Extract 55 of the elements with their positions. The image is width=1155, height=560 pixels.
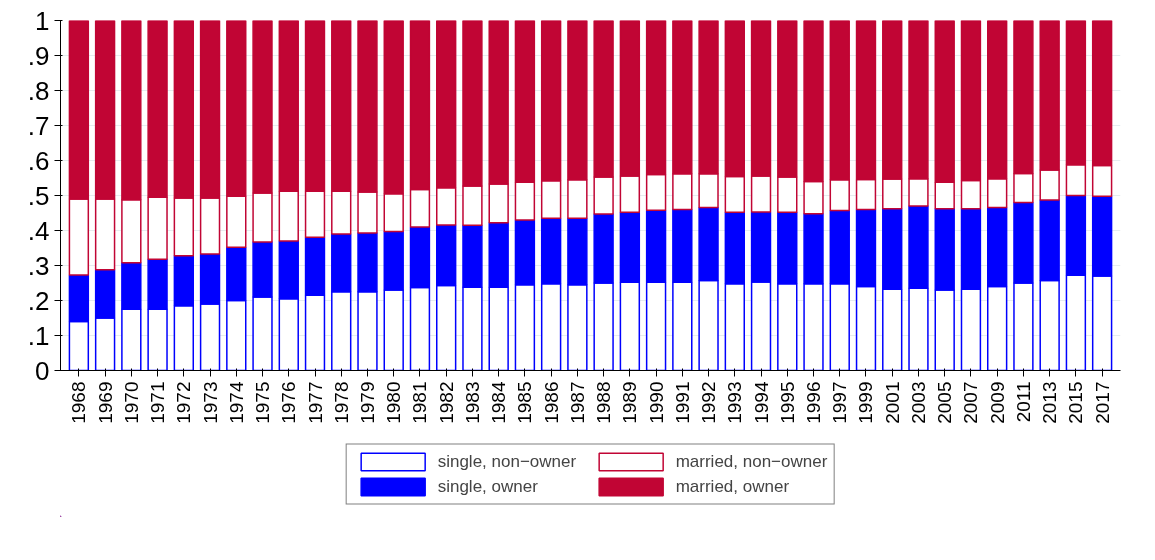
x-tick-label: 1978 <box>330 381 352 424</box>
y-tick-label: .4 <box>27 215 50 246</box>
x-tick-label: 1981 <box>409 381 431 424</box>
x-tick-label: 1969 <box>94 381 116 424</box>
x-tick-label: 1974 <box>225 381 247 424</box>
x-tick-label: 1996 <box>803 381 825 424</box>
x-tick-label: 2009 <box>986 381 1008 424</box>
x-tick-label: 1988 <box>593 381 615 424</box>
y-tick-label: .9 <box>27 40 50 71</box>
x-tick-label: 1986 <box>540 381 562 424</box>
x-tick-label: 1997 <box>829 381 851 424</box>
x-tick-label: 1979 <box>356 381 378 424</box>
legend-label: married, non−owner <box>675 451 828 471</box>
y-tick-label: .2 <box>27 285 50 316</box>
y-tick-label: .7 <box>27 110 50 141</box>
y-tick-label: 1 <box>35 5 50 36</box>
legend-label: single, owner <box>437 476 539 496</box>
legend-label: married, owner <box>675 476 791 496</box>
x-tick-label: 1992 <box>698 381 720 424</box>
y-tick-label: 0 <box>35 355 50 386</box>
x-tick-label: 1976 <box>278 381 300 424</box>
x-tick-label: 1987 <box>566 381 588 424</box>
x-tick-label: 1983 <box>461 381 483 424</box>
y-tick-label: .6 <box>27 145 50 176</box>
x-tick-label: 1991 <box>671 381 693 424</box>
x-tick-label: 1990 <box>645 381 667 424</box>
x-tick-label: 1973 <box>199 381 221 424</box>
legend-label: single, non−owner <box>437 451 578 471</box>
x-tick-label: 1999 <box>855 381 877 424</box>
x-tick-label: 2011 <box>1012 381 1034 423</box>
x-tick-label: 1985 <box>514 381 536 424</box>
y-tick-label: .1 <box>27 320 50 351</box>
x-tick-label: 1982 <box>435 381 457 424</box>
x-tick-label: 1994 <box>750 381 772 424</box>
x-tick-label: 2015 <box>1065 381 1087 424</box>
x-tick-label: 2017 <box>1091 381 1113 424</box>
x-tick-label: 1977 <box>304 381 326 424</box>
x-tick-label: 1989 <box>619 381 641 424</box>
x-tick-label: 2001 <box>881 381 903 424</box>
x-tick-label: 1972 <box>173 381 195 424</box>
x-tick-label: 2005 <box>934 381 956 424</box>
x-tick-label: 1971 <box>147 381 169 424</box>
x-tick-label: 1984 <box>488 381 510 424</box>
x-tick-label: 1975 <box>252 381 274 424</box>
x-tick-label: 1968 <box>68 381 90 424</box>
x-tick-label: 1993 <box>724 381 746 424</box>
y-tick-label: .5 <box>27 180 50 211</box>
y-tick-label: .3 <box>27 250 50 281</box>
x-tick-label: 2013 <box>1039 381 1061 424</box>
x-tick-label: 1970 <box>120 381 142 424</box>
x-tick-label: 1980 <box>383 381 405 424</box>
x-tick-label: 2003 <box>907 381 929 424</box>
x-tick-label: 1995 <box>776 381 798 424</box>
y-tick-label: .8 <box>27 75 50 106</box>
x-tick-label: 2007 <box>960 381 982 424</box>
